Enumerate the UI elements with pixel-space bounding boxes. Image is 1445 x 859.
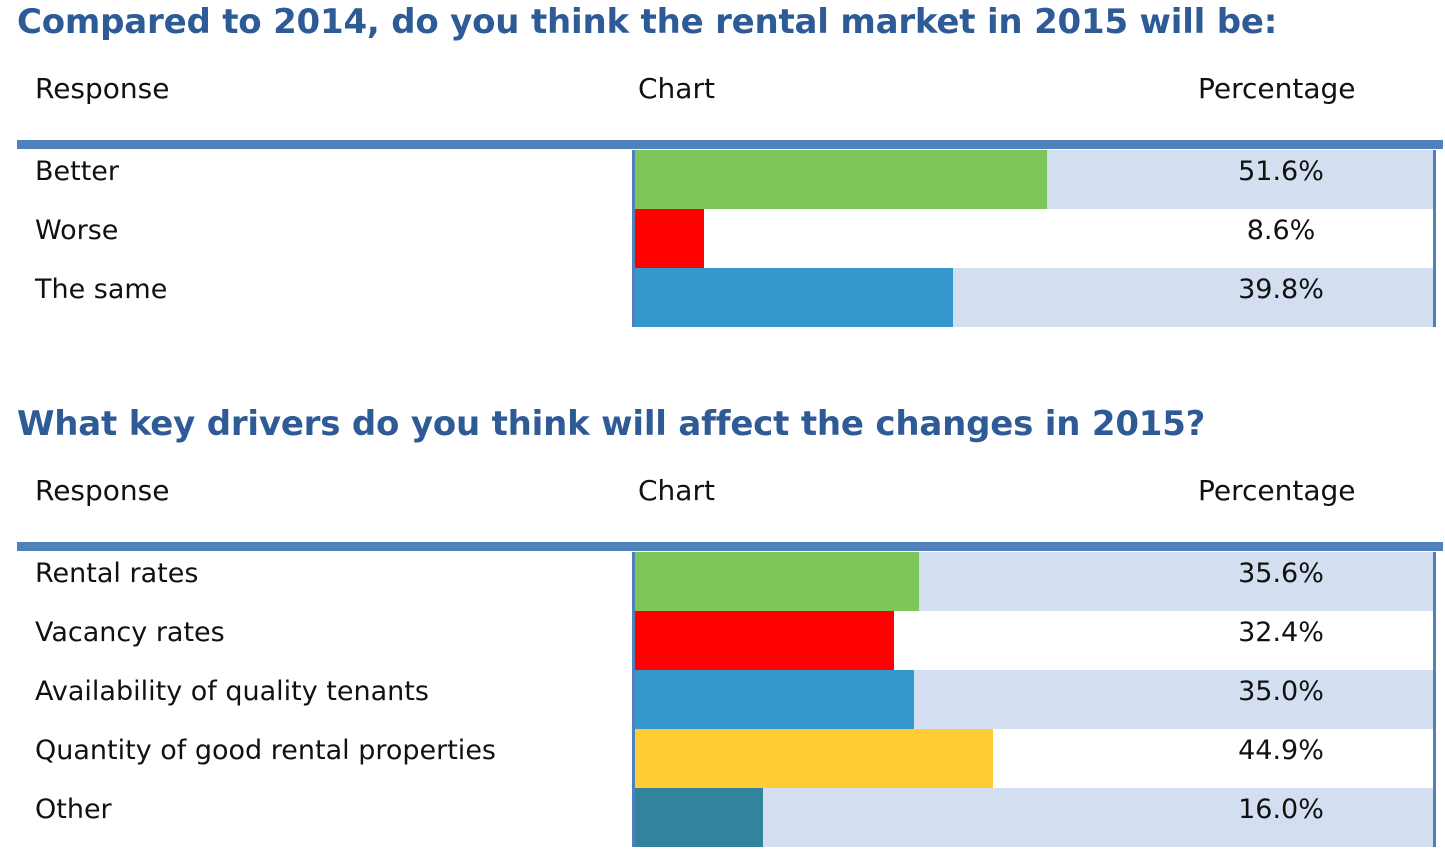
table-row: Quantity of good rental properties 44.9% [17,729,1433,788]
bar [635,150,1047,209]
bar [635,552,920,611]
category-label: Worse [35,215,119,246]
bar [635,670,915,729]
category-label: Quantity of good rental properties [35,735,496,766]
value-label: 35.0% [1238,676,1324,707]
table-row: The same 39.8% [17,268,1433,327]
category-label: The same [35,274,168,305]
column-header-chart: Chart [638,72,715,105]
value-label: 32.4% [1238,617,1324,648]
value-label: 51.6% [1238,156,1324,187]
table-row: Other 16.0% [17,788,1433,847]
category-label: Other [35,794,112,825]
table-row: Vacancy rates 32.4% [17,611,1433,670]
header-divider [17,542,1443,551]
table-row: Worse 8.6% [17,209,1433,268]
category-label: Rental rates [35,558,199,589]
bar [635,209,704,268]
table-row: Rental rates 35.6% [17,552,1433,611]
bar-track [635,788,1433,847]
column-header-chart: Chart [638,474,715,507]
value-label: 39.8% [1238,274,1324,305]
chart-title: What key drivers do you think will affec… [17,404,1206,444]
bar [635,729,994,788]
column-header-response: Response [35,72,170,105]
column-header-response: Response [35,474,170,507]
table-row: Availability of quality tenants 35.0% [17,670,1433,729]
category-label: Availability of quality tenants [35,676,429,707]
bar [635,268,953,327]
chart-title: Compared to 2014, do you think the renta… [17,2,1278,42]
value-label: 35.6% [1238,558,1324,589]
table-row: Better 51.6% [17,150,1433,209]
header-divider [17,140,1443,149]
chart-right-border [1433,552,1436,847]
column-header-percentage: Percentage [1198,72,1356,105]
value-label: 44.9% [1238,735,1324,766]
column-header-percentage: Percentage [1198,474,1356,507]
bar [635,611,894,670]
chart-left-border [632,150,635,327]
chart-right-border [1433,150,1436,327]
category-label: Better [35,156,120,187]
value-label: 16.0% [1238,794,1324,825]
category-label: Vacancy rates [35,617,225,648]
bar [635,788,763,847]
chart-left-border [632,552,635,847]
value-label: 8.6% [1246,215,1316,246]
